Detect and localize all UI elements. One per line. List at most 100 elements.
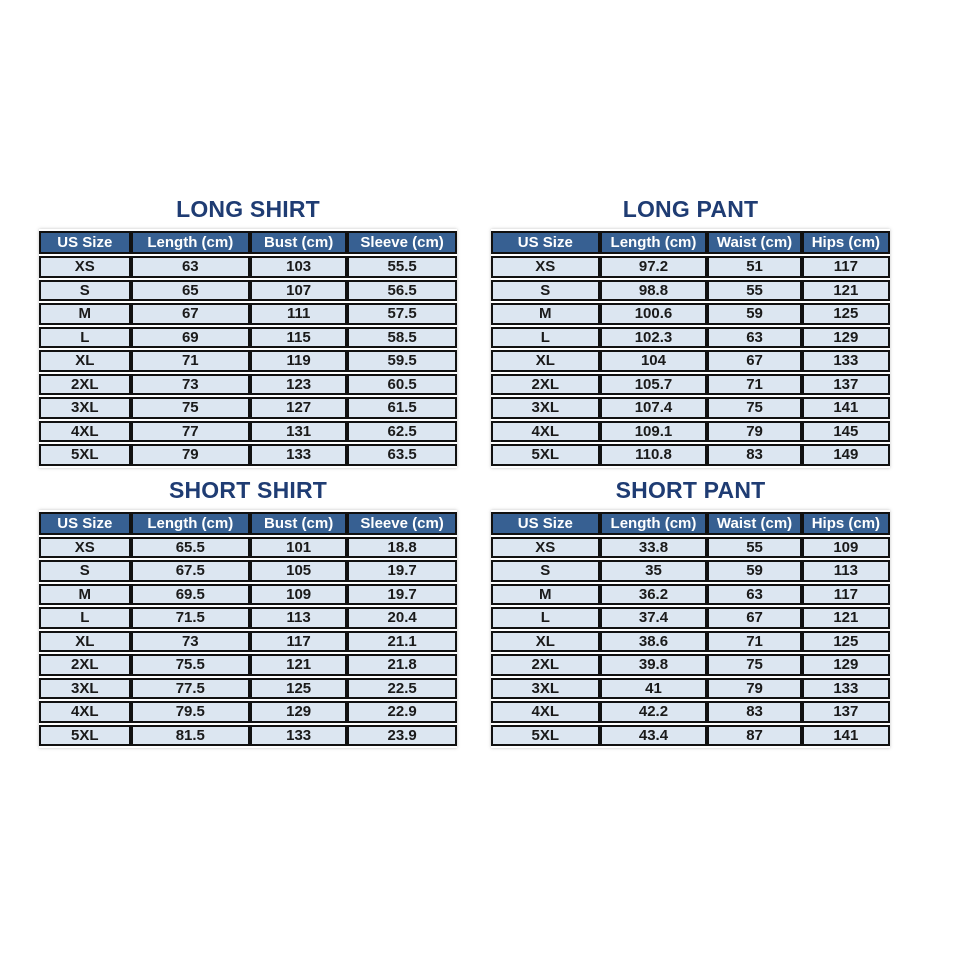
header-row: US Size Length (cm) Waist (cm) Hips (cm) — [491, 231, 890, 254]
table-cell: 75 — [707, 654, 802, 676]
table-cell: 41 — [599, 677, 708, 699]
table-cell: 55 — [707, 536, 802, 558]
table-cell: XS — [491, 536, 600, 558]
table-cell: 83 — [707, 701, 802, 723]
table-cell: 109 — [801, 536, 890, 558]
table-cell: 63 — [707, 583, 802, 605]
table-cell: 121 — [801, 607, 890, 629]
table-cell: 3XL — [39, 677, 131, 699]
left-column: LONG SHIRT US Size Length (cm) Bust (cm) Sle… — [39, 196, 457, 748]
column-header: Length (cm) — [130, 511, 250, 535]
table-cell: 59.5 — [347, 350, 457, 372]
table-cell: XS — [39, 536, 131, 558]
table-row: 3XL 75 127 61.5 — [39, 397, 457, 419]
table-cell: 109 — [250, 583, 348, 605]
table-cell: 5XL — [39, 444, 131, 466]
table-row: 5XL 110.8 83 149 — [491, 444, 890, 466]
table-row: 3XL 107.4 75 141 — [491, 397, 890, 419]
table-cell: 133 — [801, 350, 890, 372]
table-title: LONG PANT — [622, 196, 759, 222]
table-row: S 98.8 55 121 — [491, 279, 890, 301]
table-cell: 62.5 — [347, 420, 457, 442]
column-header: Length (cm) — [130, 231, 250, 254]
table-cell: 121 — [250, 654, 348, 676]
table-row: XS 33.8 55 109 — [491, 536, 890, 558]
table-row: M 69.5 109 19.7 — [39, 583, 457, 605]
table-cell: 39.8 — [599, 654, 708, 676]
table-row: XL 73 117 21.1 — [39, 630, 457, 652]
table-cell: 63.5 — [347, 444, 457, 466]
table-row: 2XL 39.8 75 129 — [491, 654, 890, 676]
table-cell: 105 — [250, 560, 348, 582]
size-table: US Size Length (cm) Bust (cm) Sleeve (cm) XS… — [39, 510, 457, 749]
short-shirt-section: SHORT SHIRT US Size Length (cm) Bust (cm) Sl… — [39, 477, 457, 749]
table-cell: 119 — [250, 350, 348, 372]
table-cell: 3XL — [491, 677, 600, 699]
table-title: SHORT SHIRT — [168, 476, 328, 503]
column-header: Bust (cm) — [250, 231, 348, 254]
table-cell: 131 — [250, 420, 348, 442]
table-cell: 55.5 — [347, 256, 457, 278]
table-cell: 65.5 — [130, 536, 250, 558]
table-cell: 20.4 — [347, 607, 457, 629]
table-cell: 75.5 — [130, 654, 250, 676]
table-cell: 67.5 — [130, 560, 250, 582]
table-cell: 125 — [801, 303, 890, 325]
column-header: Hips (cm) — [801, 511, 890, 535]
table-cell: L — [491, 326, 600, 348]
table-cell: 75 — [130, 397, 250, 419]
table-cell: 67 — [707, 607, 802, 629]
table-cell: 87 — [707, 724, 802, 746]
table-row: 2XL 73 123 60.5 — [39, 373, 457, 395]
table-cell: S — [39, 560, 131, 582]
table-cell: 57.5 — [347, 303, 457, 325]
size-table: US Size Length (cm) Waist (cm) Hips (cm) XS 3… — [491, 510, 890, 749]
table-title: SHORT PANT — [615, 476, 766, 503]
table-cell: 60.5 — [347, 373, 457, 395]
table-row: 4XL 77 131 62.5 — [39, 420, 457, 442]
table-row: 2XL 105.7 71 137 — [491, 373, 890, 395]
table-cell: 21.1 — [347, 630, 457, 652]
table-cell: 55 — [707, 279, 802, 301]
short-pant-section: SHORT PANT US Size Length (cm) Waist (cm) Hi… — [491, 477, 890, 749]
table-cell: 117 — [801, 256, 890, 278]
table-cell: L — [39, 326, 131, 348]
table-cell: 71 — [130, 350, 250, 372]
table-cell: 149 — [801, 444, 890, 466]
long-pant-section: LONG PANT US Size Length (cm) Waist (cm) Hip… — [491, 196, 890, 468]
table-cell: 67 — [130, 303, 250, 325]
size-table: US Size Length (cm) Waist (cm) Hips (cm) XS 9… — [491, 229, 890, 468]
table-cell: L — [39, 607, 131, 629]
table-cell: 51 — [707, 256, 802, 278]
table-row: 5XL 43.4 87 141 — [491, 724, 890, 746]
table-cell: 2XL — [39, 654, 131, 676]
column-header: Length (cm) — [599, 231, 708, 254]
table-cell: 77.5 — [130, 677, 250, 699]
long-shirt-section: LONG SHIRT US Size Length (cm) Bust (cm) Sle… — [39, 196, 457, 468]
table-cell: 127 — [250, 397, 348, 419]
table-row: L 37.4 67 121 — [491, 607, 890, 629]
table-cell: 2XL — [39, 373, 131, 395]
table-cell: 2XL — [491, 654, 600, 676]
table-cell: 129 — [801, 326, 890, 348]
table-cell: 37.4 — [599, 607, 708, 629]
table-cell: 2XL — [491, 373, 600, 395]
header-row: US Size Length (cm) Bust (cm) Sleeve (cm) — [39, 511, 457, 535]
table-cell: S — [491, 279, 600, 301]
table-cell: 103 — [250, 256, 348, 278]
table-cell: 5XL — [491, 724, 600, 746]
table-cell: XL — [39, 630, 131, 652]
table-cell: 79 — [707, 677, 802, 699]
column-header: US Size — [491, 511, 600, 535]
column-header: US Size — [39, 231, 131, 254]
table-cell: XL — [39, 350, 131, 372]
table-cell: 102.3 — [599, 326, 708, 348]
table-cell: 117 — [801, 583, 890, 605]
size-chart-grid: LONG SHIRT US Size Length (cm) Bust (cm) Sle… — [39, 196, 890, 748]
table-row: S 67.5 105 19.7 — [39, 560, 457, 582]
table-row: XS 63 103 55.5 — [39, 256, 457, 278]
column-header: Length (cm) — [599, 511, 708, 535]
table-cell: 61.5 — [347, 397, 457, 419]
table-cell: 43.4 — [599, 724, 708, 746]
table-row: L 69 115 58.5 — [39, 326, 457, 348]
